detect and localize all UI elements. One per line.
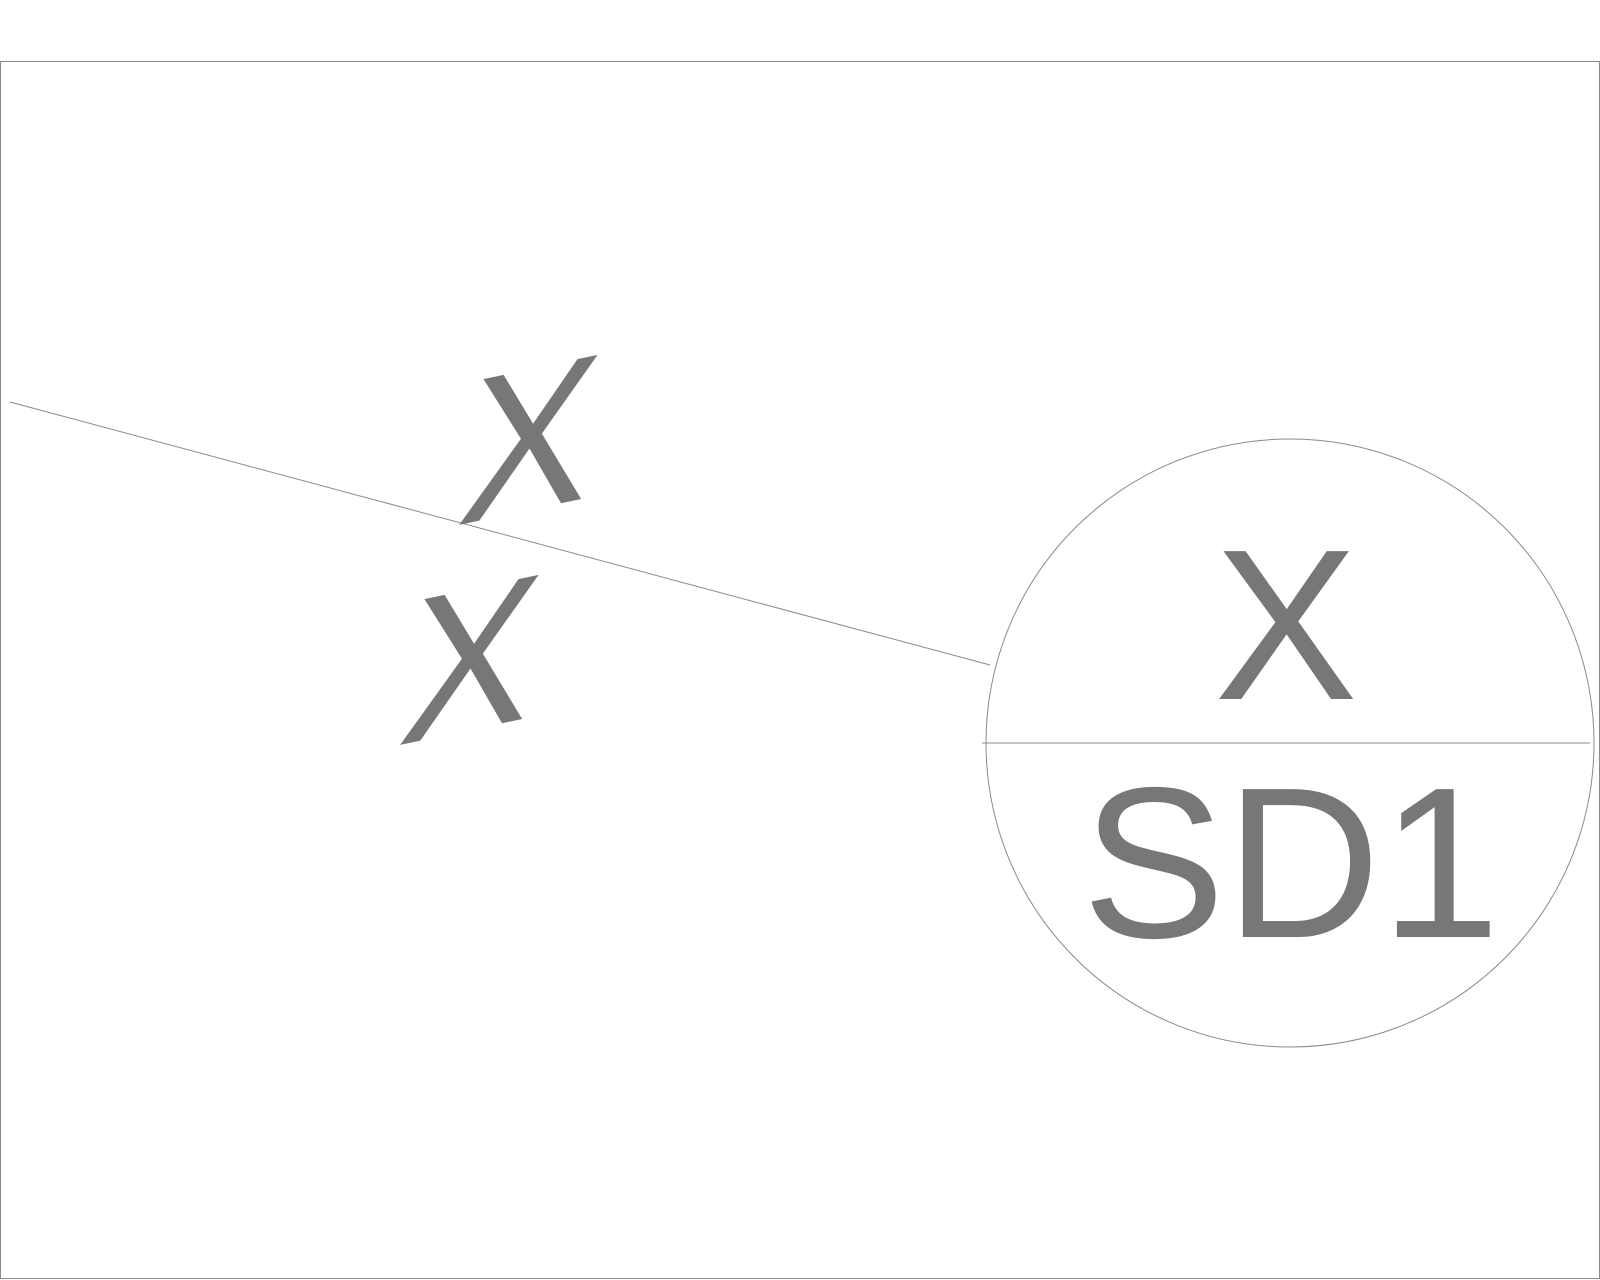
section-callout: X SD1 — [982, 438, 1595, 1048]
callout-section-label: X — [1214, 504, 1357, 745]
break-mark-lower: X — [389, 527, 553, 790]
sheet-border — [0, 61, 1600, 1279]
leader-line — [9, 401, 991, 666]
callout-sheet-label: SD1 — [1082, 742, 1500, 983]
